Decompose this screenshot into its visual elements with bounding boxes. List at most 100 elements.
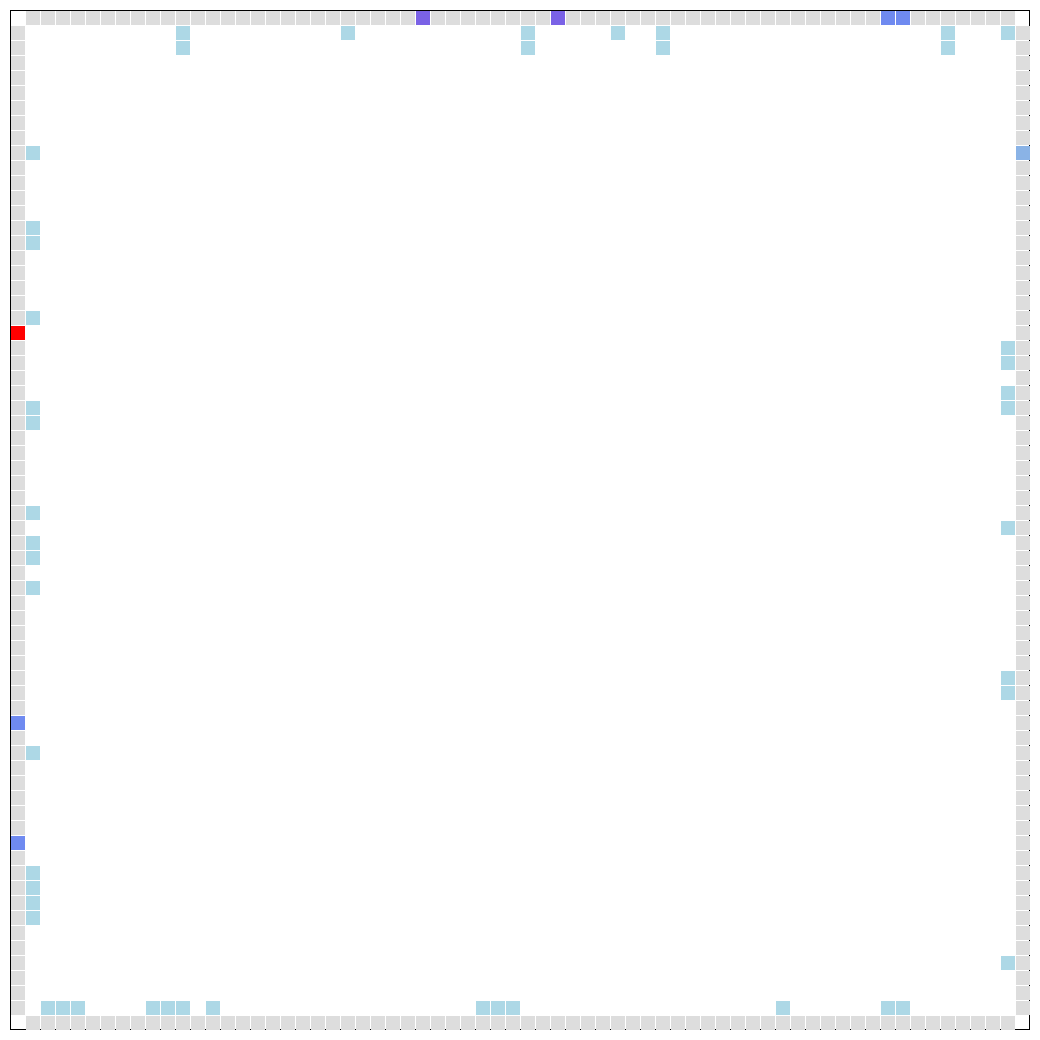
wall-cell [1016,656,1030,670]
wall-cell [11,356,25,370]
visited-cell [146,1001,160,1015]
wall-cell [11,146,25,160]
wall-cell [716,1016,730,1030]
wall-cell [596,11,610,25]
visited-cell [26,236,40,250]
wall-cell [11,731,25,745]
blue-cell [896,11,910,25]
wall-cell [11,626,25,640]
wall-cell [26,1016,40,1030]
wall-cell [686,11,700,25]
wall-cell [611,1016,625,1030]
wall-cell [11,311,25,325]
wall-cell [11,251,25,265]
wall-cell [311,1016,325,1030]
wall-cell [971,11,985,25]
wall-cell [101,11,115,25]
wall-cell [731,1016,745,1030]
wall-cell [1016,41,1030,55]
wall-cell [1016,101,1030,115]
visited-cell [1001,671,1015,685]
wall-cell [11,776,25,790]
wall-cell [11,926,25,940]
wall-cell [26,11,40,25]
wall-cell [11,506,25,520]
wall-cell [1016,176,1030,190]
wall-cell [491,1016,505,1030]
wall-cell [1016,26,1030,40]
wall-cell [11,656,25,670]
wall-cell [221,1016,235,1030]
visited-cell [26,881,40,895]
wall-cell [701,11,715,25]
wall-cell [11,401,25,415]
wall-cell [1016,851,1030,865]
wall-cell [71,1016,85,1030]
visited-cell [1001,521,1015,535]
wall-cell [356,11,370,25]
wall-cell [1016,596,1030,610]
wall-cell [41,1016,55,1030]
steel-cell [1016,146,1030,160]
wall-cell [641,1016,655,1030]
wall-cell [11,791,25,805]
wall-cell [1016,671,1030,685]
wall-cell [1016,86,1030,100]
wall-cell [101,1016,115,1030]
wall-cell [416,1016,430,1030]
visited-cell [26,146,40,160]
wall-cell [476,11,490,25]
wall-cell [581,11,595,25]
wall-cell [506,11,520,25]
visited-cell [491,1001,505,1015]
visited-cell [1001,686,1015,700]
wall-cell [1016,551,1030,565]
wall-cell [1016,161,1030,175]
wall-cell [851,11,865,25]
wall-cell [1016,71,1030,85]
wall-cell [11,821,25,835]
visited-cell [26,416,40,430]
wall-cell [941,1016,955,1030]
wall-cell [896,1016,910,1030]
wall-cell [371,1016,385,1030]
wall-cell [1016,746,1030,760]
wall-cell [1016,206,1030,220]
wall-cell [1016,881,1030,895]
wall-cell [11,101,25,115]
wall-cell [221,11,235,25]
visited-cell [1001,956,1015,970]
wall-cell [671,1016,685,1030]
visited-cell [1001,386,1015,400]
wall-cell [11,1001,25,1015]
wall-cell [1016,911,1030,925]
wall-cell [356,1016,370,1030]
wall-cell [206,1016,220,1030]
wall-cell [11,281,25,295]
wall-cell [11,521,25,535]
wall-cell [566,11,580,25]
visited-cell [341,26,355,40]
wall-cell [1016,836,1030,850]
wall-cell [1016,731,1030,745]
wall-cell [236,11,250,25]
wall-cell [1016,131,1030,145]
visited-cell [1001,356,1015,370]
wall-cell [11,26,25,40]
wall-cell [11,566,25,580]
wall-cell [806,1016,820,1030]
wall-cell [1016,761,1030,775]
wall-cell [1016,191,1030,205]
visited-cell [41,1001,55,1015]
wall-cell [11,641,25,655]
blue-cell [11,716,25,730]
wall-cell [326,1016,340,1030]
wall-cell [206,11,220,25]
wall-cell [11,206,25,220]
wall-cell [746,1016,760,1030]
wall-cell [761,1016,775,1030]
wall-cell [1016,491,1030,505]
wall-cell [791,1016,805,1030]
wall-cell [1016,341,1030,355]
wall-cell [596,1016,610,1030]
